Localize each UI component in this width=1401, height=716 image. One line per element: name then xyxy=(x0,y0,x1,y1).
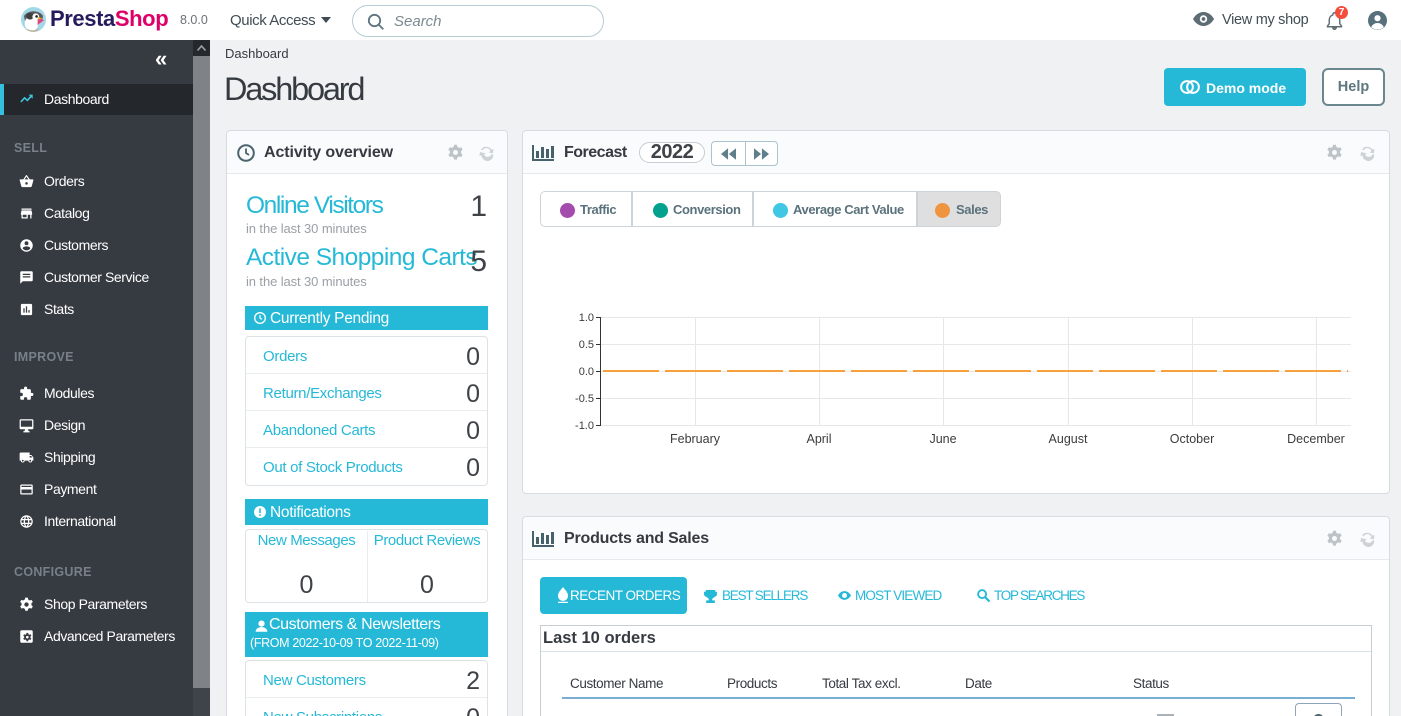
svg-text:June: June xyxy=(929,432,956,446)
svg-text:1.0: 1.0 xyxy=(579,312,594,324)
svg-text:August: August xyxy=(1049,432,1088,446)
svg-text:-0.5: -0.5 xyxy=(575,393,594,405)
svg-text:October: October xyxy=(1170,432,1214,446)
svg-text:April: April xyxy=(806,432,831,446)
svg-text:December: December xyxy=(1287,432,1345,446)
svg-text:February: February xyxy=(670,432,721,446)
svg-text:-1.0: -1.0 xyxy=(575,420,594,432)
svg-text:0.5: 0.5 xyxy=(579,339,594,351)
svg-text:0.0: 0.0 xyxy=(579,366,594,378)
